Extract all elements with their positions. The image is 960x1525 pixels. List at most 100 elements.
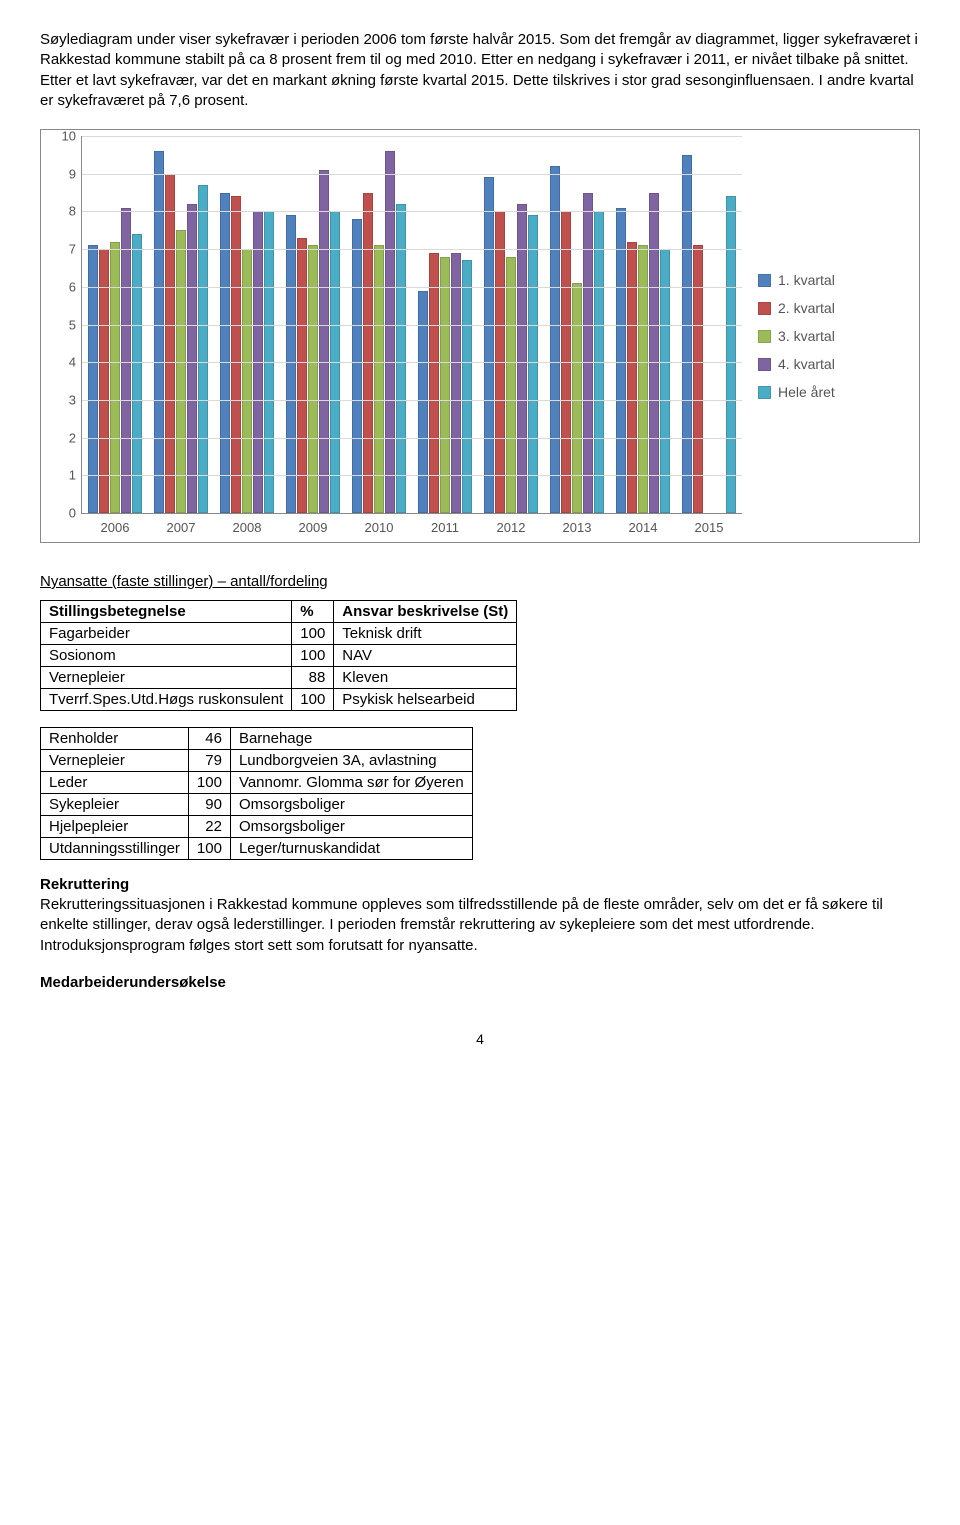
x-tick-label: 2007 (148, 520, 214, 535)
bar (352, 219, 362, 513)
table-header-cell: % (292, 601, 334, 623)
legend-swatch (758, 386, 771, 399)
bar (88, 245, 98, 513)
bar (660, 249, 670, 513)
cell-stilling: Leder (41, 772, 189, 794)
cell-stilling: Utdanningsstillinger (41, 838, 189, 860)
y-tick-label: 2 (52, 430, 76, 445)
bar (319, 170, 329, 513)
legend-label: 1. kvartal (778, 272, 835, 288)
bar (165, 174, 175, 513)
table-row: Fagarbeider100Teknisk drift (41, 623, 517, 645)
cell-ansvar: Teknisk drift (334, 623, 517, 645)
table-row: Hjelpepleier22Omsorgsboliger (41, 816, 473, 838)
x-tick-label: 2014 (610, 520, 676, 535)
bar (649, 193, 659, 513)
cell-stilling: Renholder (41, 728, 189, 750)
legend-item: 3. kvartal (758, 328, 913, 344)
x-tick-label: 2010 (346, 520, 412, 535)
bar (528, 215, 538, 513)
cell-stilling: Fagarbeider (41, 623, 292, 645)
cell-pct: 22 (188, 816, 230, 838)
cell-stilling: Vernepleier (41, 667, 292, 689)
table-row: Vernepleier88Kleven (41, 667, 517, 689)
y-tick-label: 7 (52, 242, 76, 257)
bar (451, 253, 461, 513)
bar (616, 208, 626, 513)
cell-ansvar: Omsorgsboliger (230, 816, 472, 838)
bar (121, 208, 131, 513)
table-header-cell: Ansvar beskrivelse (St) (334, 601, 517, 623)
table-row: Utdanningsstillinger100Leger/turnuskandi… (41, 838, 473, 860)
legend-label: 2. kvartal (778, 300, 835, 316)
table-row: Sykepleier90Omsorgsboliger (41, 794, 473, 816)
x-tick-label: 2012 (478, 520, 544, 535)
bar (99, 249, 109, 513)
bar (374, 245, 384, 513)
bar (583, 193, 593, 513)
cell-pct: 90 (188, 794, 230, 816)
legend-swatch (758, 302, 771, 315)
rekruttering-heading: Rekruttering (40, 876, 920, 893)
nyansatte-table-1: Stillingsbetegnelse%Ansvar beskrivelse (… (40, 600, 517, 711)
bar (638, 245, 648, 513)
table-row: Sosionom100NAV (41, 645, 517, 667)
legend-item: Hele året (758, 384, 913, 400)
cell-stilling: Sykepleier (41, 794, 189, 816)
x-tick-label: 2013 (544, 520, 610, 535)
y-tick-label: 9 (52, 166, 76, 181)
cell-pct: 100 (188, 838, 230, 860)
bar (308, 245, 318, 513)
y-tick-label: 5 (52, 317, 76, 332)
bar (484, 177, 494, 513)
x-tick-label: 2008 (214, 520, 280, 535)
bar (693, 245, 703, 513)
rekruttering-body: Rekrutteringssituasjonen i Rakkestad kom… (40, 895, 920, 956)
bar (726, 196, 736, 513)
bar (385, 151, 395, 513)
bar (286, 215, 296, 513)
bar (517, 204, 527, 513)
intro-paragraph: Søylediagram under viser sykefravær i pe… (40, 30, 920, 111)
cell-ansvar: Vannomr. Glomma sør for Øyeren (230, 772, 472, 794)
table-row: Leder100Vannomr. Glomma sør for Øyeren (41, 772, 473, 794)
cell-ansvar: Leger/turnuskandidat (230, 838, 472, 860)
y-tick-label: 0 (52, 506, 76, 521)
legend-label: Hele året (778, 384, 835, 400)
x-tick-label: 2015 (676, 520, 742, 535)
x-tick-label: 2006 (82, 520, 148, 535)
cell-stilling: Tverrf.Spes.Utd.Høgs ruskonsulent (41, 689, 292, 711)
cell-ansvar: Barnehage (230, 728, 472, 750)
y-tick-label: 1 (52, 468, 76, 483)
cell-stilling: Hjelpepleier (41, 816, 189, 838)
legend-item: 4. kvartal (758, 356, 913, 372)
chart-legend: 1. kvartal 2. kvartal 3. kvartal 4. kvartal… (742, 136, 913, 536)
cell-pct: 100 (292, 623, 334, 645)
legend-swatch (758, 330, 771, 343)
legend-swatch (758, 274, 771, 287)
cell-ansvar: Lundborgveien 3A, avlastning (230, 750, 472, 772)
bar (187, 204, 197, 513)
medarbeider-heading: Medarbeiderundersøkelse (40, 974, 920, 991)
bar (154, 151, 164, 513)
legend-item: 1. kvartal (758, 272, 913, 288)
chart-x-labels: 2006200720082009201020112012201320142015 (82, 520, 742, 535)
chart-plot-area: 2006200720082009201020112012201320142015… (81, 136, 742, 514)
cell-ansvar: NAV (334, 645, 517, 667)
bar (110, 242, 120, 513)
y-tick-label: 3 (52, 392, 76, 407)
table-row: Renholder46Barnehage (41, 728, 473, 750)
bar (682, 155, 692, 513)
bar (363, 193, 373, 513)
bar (132, 234, 142, 513)
y-tick-label: 4 (52, 355, 76, 370)
cell-ansvar: Psykisk helsearbeid (334, 689, 517, 711)
y-tick-label: 6 (52, 279, 76, 294)
table-header-cell: Stillingsbetegnelse (41, 601, 292, 623)
bar (198, 185, 208, 513)
legend-swatch (758, 358, 771, 371)
y-tick-label: 10 (52, 129, 76, 144)
bar (297, 238, 307, 513)
x-tick-label: 2011 (412, 520, 478, 535)
cell-ansvar: Omsorgsboliger (230, 794, 472, 816)
